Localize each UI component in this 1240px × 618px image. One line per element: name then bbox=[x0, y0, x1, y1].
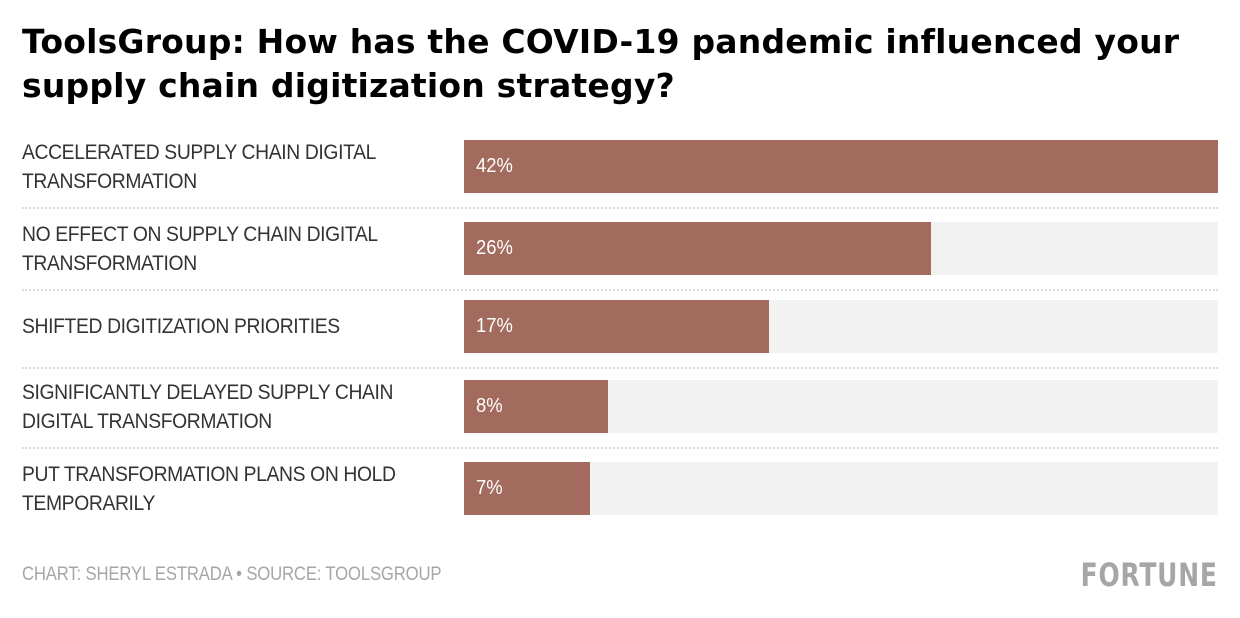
category-label-text: ACCELERATED SUPPLY CHAIN DIGITAL TRANSFO… bbox=[22, 140, 376, 193]
category-label-text: PUT TRANSFORMATION PLANS ON HOLD TEMPORA… bbox=[22, 462, 396, 515]
category-label: SIGNIFICANTLY DELAYED SUPPLY CHAIN DIGIT… bbox=[22, 380, 418, 433]
bar-value-label: 17% bbox=[476, 315, 513, 337]
bar bbox=[464, 140, 1218, 193]
fortune-logo: FORTUNE bbox=[1080, 556, 1218, 594]
category-label: NO EFFECT ON SUPPLY CHAIN DIGITAL TRANSF… bbox=[22, 222, 418, 275]
bar bbox=[464, 462, 590, 515]
category-label-text: SHIFTED DIGITIZATION PRIORITIES bbox=[22, 315, 340, 338]
bar-track: 8% bbox=[464, 380, 1218, 433]
category-label: PUT TRANSFORMATION PLANS ON HOLD TEMPORA… bbox=[22, 462, 418, 515]
category-label: ACCELERATED SUPPLY CHAIN DIGITAL TRANSFO… bbox=[22, 140, 418, 193]
bar-value-label: 26% bbox=[476, 237, 513, 259]
row-divider bbox=[22, 289, 1218, 291]
chart-title: ToolsGroup: How has the COVID-19 pandemi… bbox=[22, 22, 1180, 105]
bar-value-label: 42% bbox=[476, 155, 513, 177]
chart-credit: CHART: SHERYL ESTRADA • SOURCE: TOOLSGRO… bbox=[22, 564, 442, 585]
row-divider bbox=[22, 367, 1218, 369]
bar bbox=[464, 222, 931, 275]
bar bbox=[464, 300, 770, 353]
category-label-text: SIGNIFICANTLY DELAYED SUPPLY CHAIN DIGIT… bbox=[22, 380, 394, 433]
category-label-text: NO EFFECT ON SUPPLY CHAIN DIGITAL TRANSF… bbox=[22, 222, 378, 275]
bar-value-label: 8% bbox=[476, 395, 503, 417]
row-divider bbox=[22, 447, 1218, 449]
row-divider bbox=[22, 207, 1218, 209]
bar-track: 17% bbox=[464, 300, 1218, 353]
category-label: SHIFTED DIGITIZATION PRIORITIES bbox=[22, 300, 418, 353]
bar bbox=[464, 380, 608, 433]
bar-track: 7% bbox=[464, 462, 1218, 515]
bar-track: 26% bbox=[464, 222, 1218, 275]
bar-track: 42% bbox=[464, 140, 1218, 193]
bar-value-label: 7% bbox=[476, 477, 503, 499]
